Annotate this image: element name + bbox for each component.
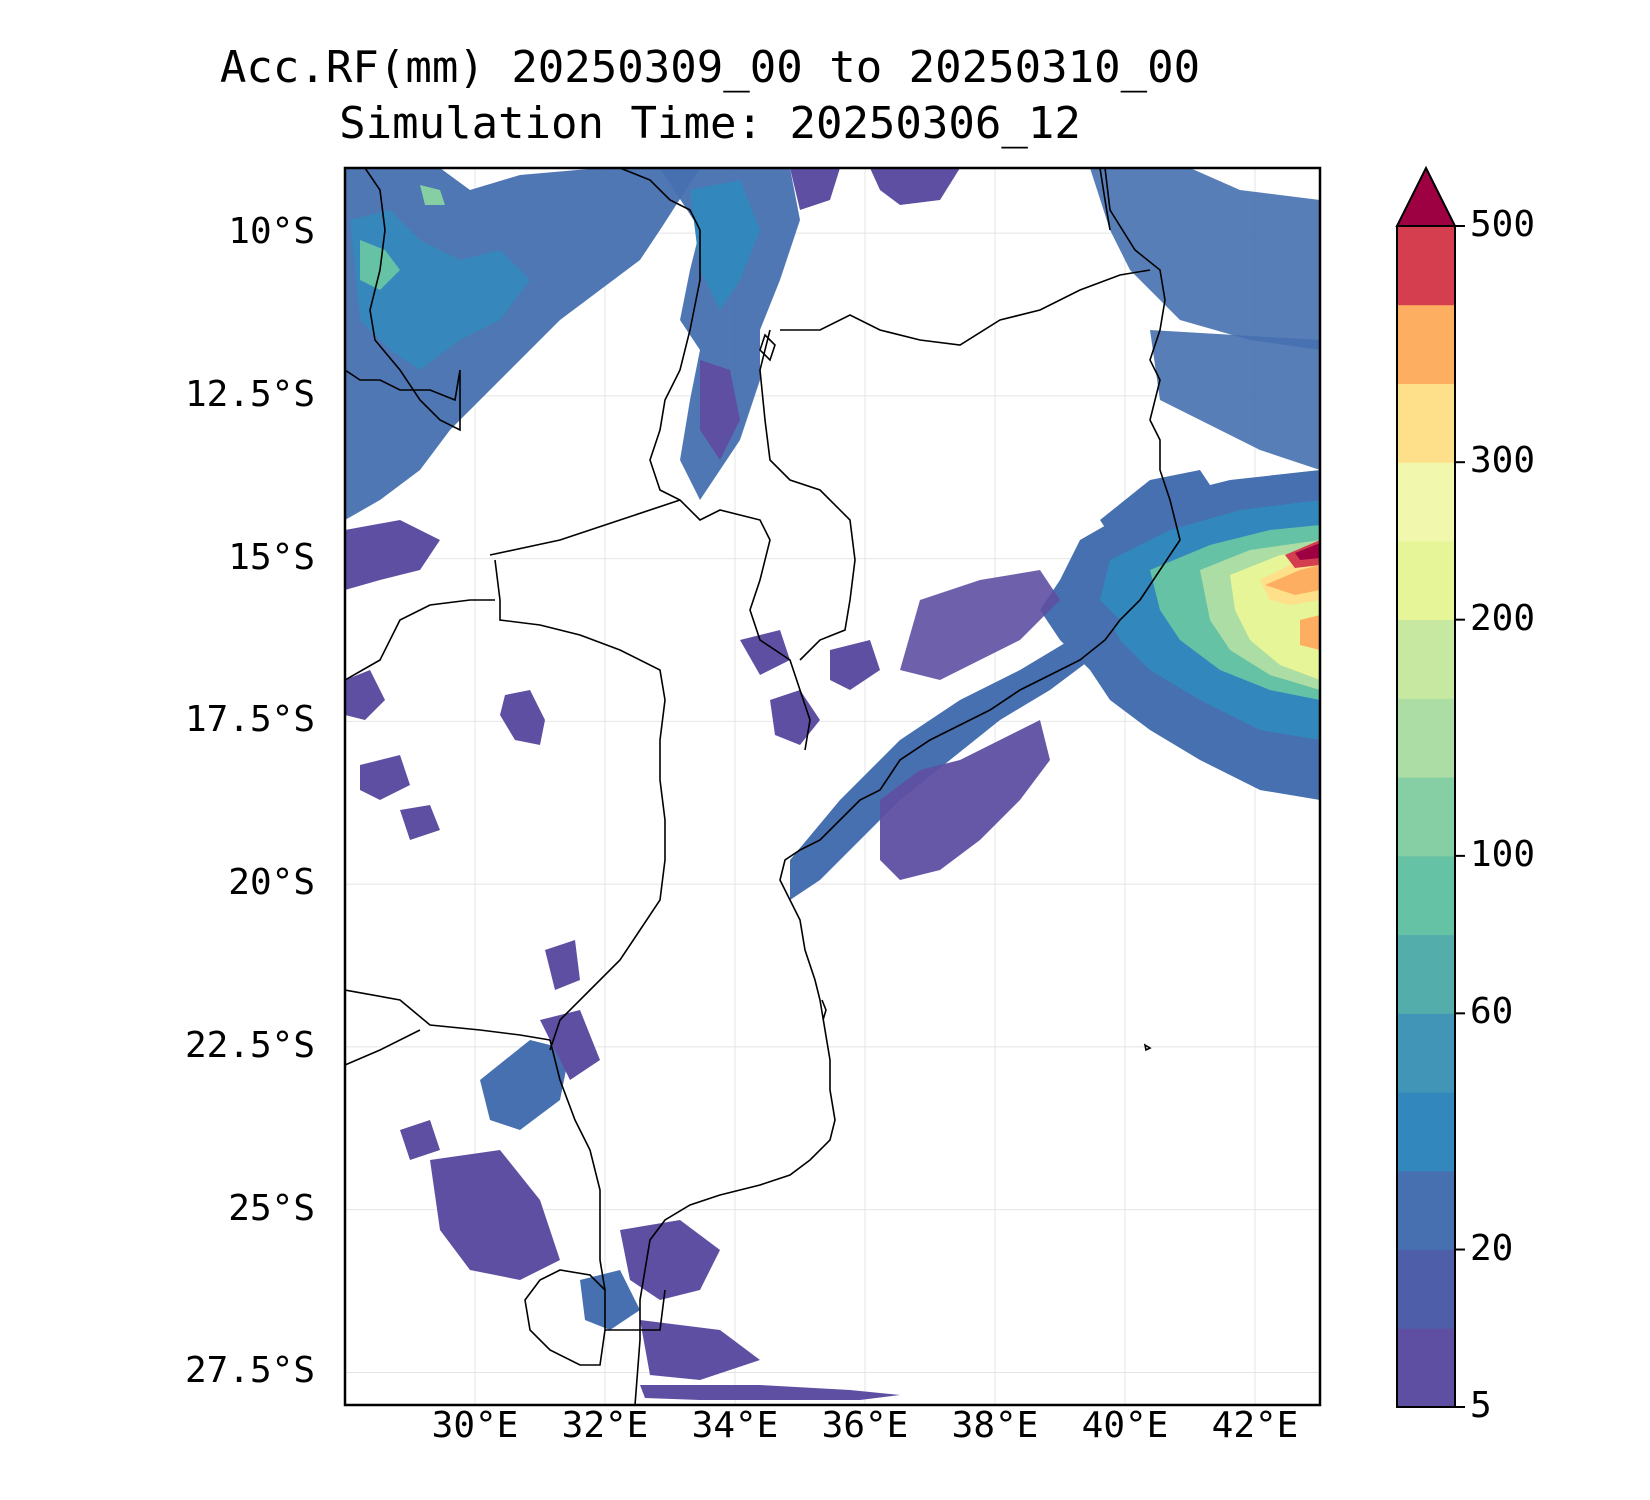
- colorbar-tick-label: 100: [1470, 833, 1536, 875]
- rainfall-field: [345, 168, 1320, 1400]
- colorbar-segment: [1397, 226, 1455, 306]
- colorbar-tick-label: 20: [1470, 1227, 1514, 1269]
- map-title-line-1: Acc.RF(mm) 20250309_00 to 20250310_00: [219, 42, 1201, 93]
- rain-area-cyclone-inner-ring: [1300, 615, 1320, 650]
- colorbar-segment: [1397, 540, 1455, 621]
- colorbar-segment: [1397, 855, 1455, 936]
- rain-cell-inland-3: [740, 630, 790, 675]
- border-botswana-zimbabwe: [345, 1029, 421, 1066]
- colorbar-segment: [1397, 619, 1455, 699]
- colorbar-segment: [1397, 777, 1455, 857]
- coastline-east-africa: [634, 168, 1181, 1405]
- colorbar-segment: [1397, 934, 1455, 1014]
- colorbar-segment: [1397, 1092, 1455, 1172]
- rain-area-northeast-coast-2: [1150, 330, 1320, 470]
- longitude-tick-label: 30°E: [431, 1405, 519, 1446]
- rain-area-tanzania: [790, 168, 840, 210]
- rain-area-tanzania-2: [870, 168, 960, 205]
- latitude-tick-label: 15°S: [228, 536, 315, 578]
- latitude-tick-label: 25°S: [228, 1187, 315, 1229]
- border-zambia-drc: [345, 168, 461, 432]
- border-malawi-east: [759, 329, 856, 661]
- border-southafrica-mozambique: [549, 1039, 606, 1291]
- colorbar-tick-label: 300: [1470, 440, 1536, 482]
- rain-area-malawi-north: [660, 168, 800, 500]
- colorbar-segment: [1397, 304, 1455, 384]
- colorbar-segment: [1397, 1328, 1455, 1408]
- colorbar-tick-label: 500: [1470, 204, 1536, 245]
- latitude-tick-label: 20°S: [228, 862, 315, 904]
- colorbar: [1395, 165, 1465, 1408]
- rain-area-central-coast: [790, 600, 1120, 900]
- border-tanzania-mozambique: [780, 269, 1151, 346]
- country-boundaries: [345, 168, 1181, 1405]
- colorbar-segment: [1397, 462, 1455, 542]
- rain-cell-south-2: [620, 1220, 720, 1300]
- border-zimbabwe-north: [345, 599, 495, 681]
- rain-cell-limpopo-3: [540, 1010, 600, 1080]
- rain-area-zambia-south: [345, 520, 440, 590]
- rain-cell-south-coast-streak: [640, 1385, 900, 1400]
- map-title-line-2: Simulation Time: 20250306_12: [339, 98, 1081, 149]
- border-zimbabwe-mozambique: [494, 559, 666, 1051]
- border-malawi: [649, 230, 811, 751]
- border-zambia-tanzania: [619, 168, 701, 231]
- colorbar-segment: [1397, 1013, 1455, 1093]
- rain-area-central-coast-streaks: [880, 720, 1050, 880]
- rain-cell-south-4: [580, 1270, 640, 1330]
- latitude-tick-label: 17.5°S: [184, 699, 315, 741]
- rain-area-north-west-peak-2: [420, 185, 445, 205]
- colorbar-segment: [1397, 1170, 1455, 1251]
- longitude-tick-label: 34°E: [691, 1405, 779, 1446]
- colorbar-segment: [1397, 383, 1455, 463]
- colorbar-tick-label: 5: [1470, 1385, 1492, 1426]
- longitude-tick-label: 38°E: [951, 1405, 1039, 1446]
- latitude-tick-label: 10°S: [228, 211, 315, 253]
- border-mozambique-south: [605, 1289, 666, 1331]
- rain-area-cyclone-peak: [1295, 543, 1320, 560]
- latitude-tick-label: 12.5°S: [184, 373, 315, 415]
- rain-cell-limpopo-2: [480, 1040, 570, 1130]
- longitude-tick-label: 40°E: [1081, 1405, 1169, 1446]
- rain-cell-southwest-1: [360, 755, 410, 800]
- island-bazaruto: [821, 999, 827, 1021]
- rain-area-offshore-streaks-2: [1100, 470, 1220, 550]
- rain-area-malawi-mid: [700, 360, 740, 460]
- rain-cell-south-5: [400, 1120, 440, 1160]
- rain-cell-limpopo-1: [545, 940, 580, 990]
- rain-area-northeast-coast: [1090, 168, 1320, 350]
- rain-cell-inland-1: [770, 690, 820, 745]
- rain-cell-inland-2: [830, 640, 880, 690]
- longitude-tick-label: 36°E: [821, 1405, 909, 1446]
- island-comoros: [1143, 1043, 1152, 1052]
- border-zambia-mozambique: [489, 499, 681, 556]
- longitude-tick-label: 32°E: [561, 1405, 649, 1446]
- rain-area-cyclone-350: [1265, 565, 1320, 595]
- colorbar-tick-label: 60: [1470, 991, 1514, 1033]
- rain-cell-zambia-west: [345, 670, 385, 720]
- rain-area-north-west-core: [350, 210, 530, 370]
- colorbar-extend-arrow: [1395, 165, 1457, 227]
- rain-area-offshore-streaks: [900, 570, 1060, 680]
- rain-cell-south-3: [640, 1320, 760, 1380]
- rain-area-malawi-north-core: [690, 180, 760, 310]
- border-tanzania-north: [1099, 168, 1111, 231]
- colorbar-tick-label: 200: [1470, 597, 1536, 639]
- lake-malawi-shore: [759, 333, 776, 362]
- longitude-tick-label: 42°E: [1211, 1405, 1299, 1446]
- border-eswatini: [524, 1269, 606, 1366]
- colorbar-segment: [1397, 698, 1455, 778]
- latitude-tick-label: 22.5°S: [184, 1024, 315, 1066]
- border-southafrica-north: [345, 989, 551, 1041]
- colorbar-segment: [1397, 1249, 1455, 1329]
- rain-cell-zimbabwe: [500, 690, 545, 745]
- colorbar-frame: [1396, 225, 1456, 1408]
- latitude-tick-label: 27.5°S: [184, 1350, 315, 1392]
- map-frame: [343, 166, 1322, 1407]
- rain-cell-southwest-2: [400, 805, 440, 840]
- rain-cell-south-1: [430, 1150, 560, 1280]
